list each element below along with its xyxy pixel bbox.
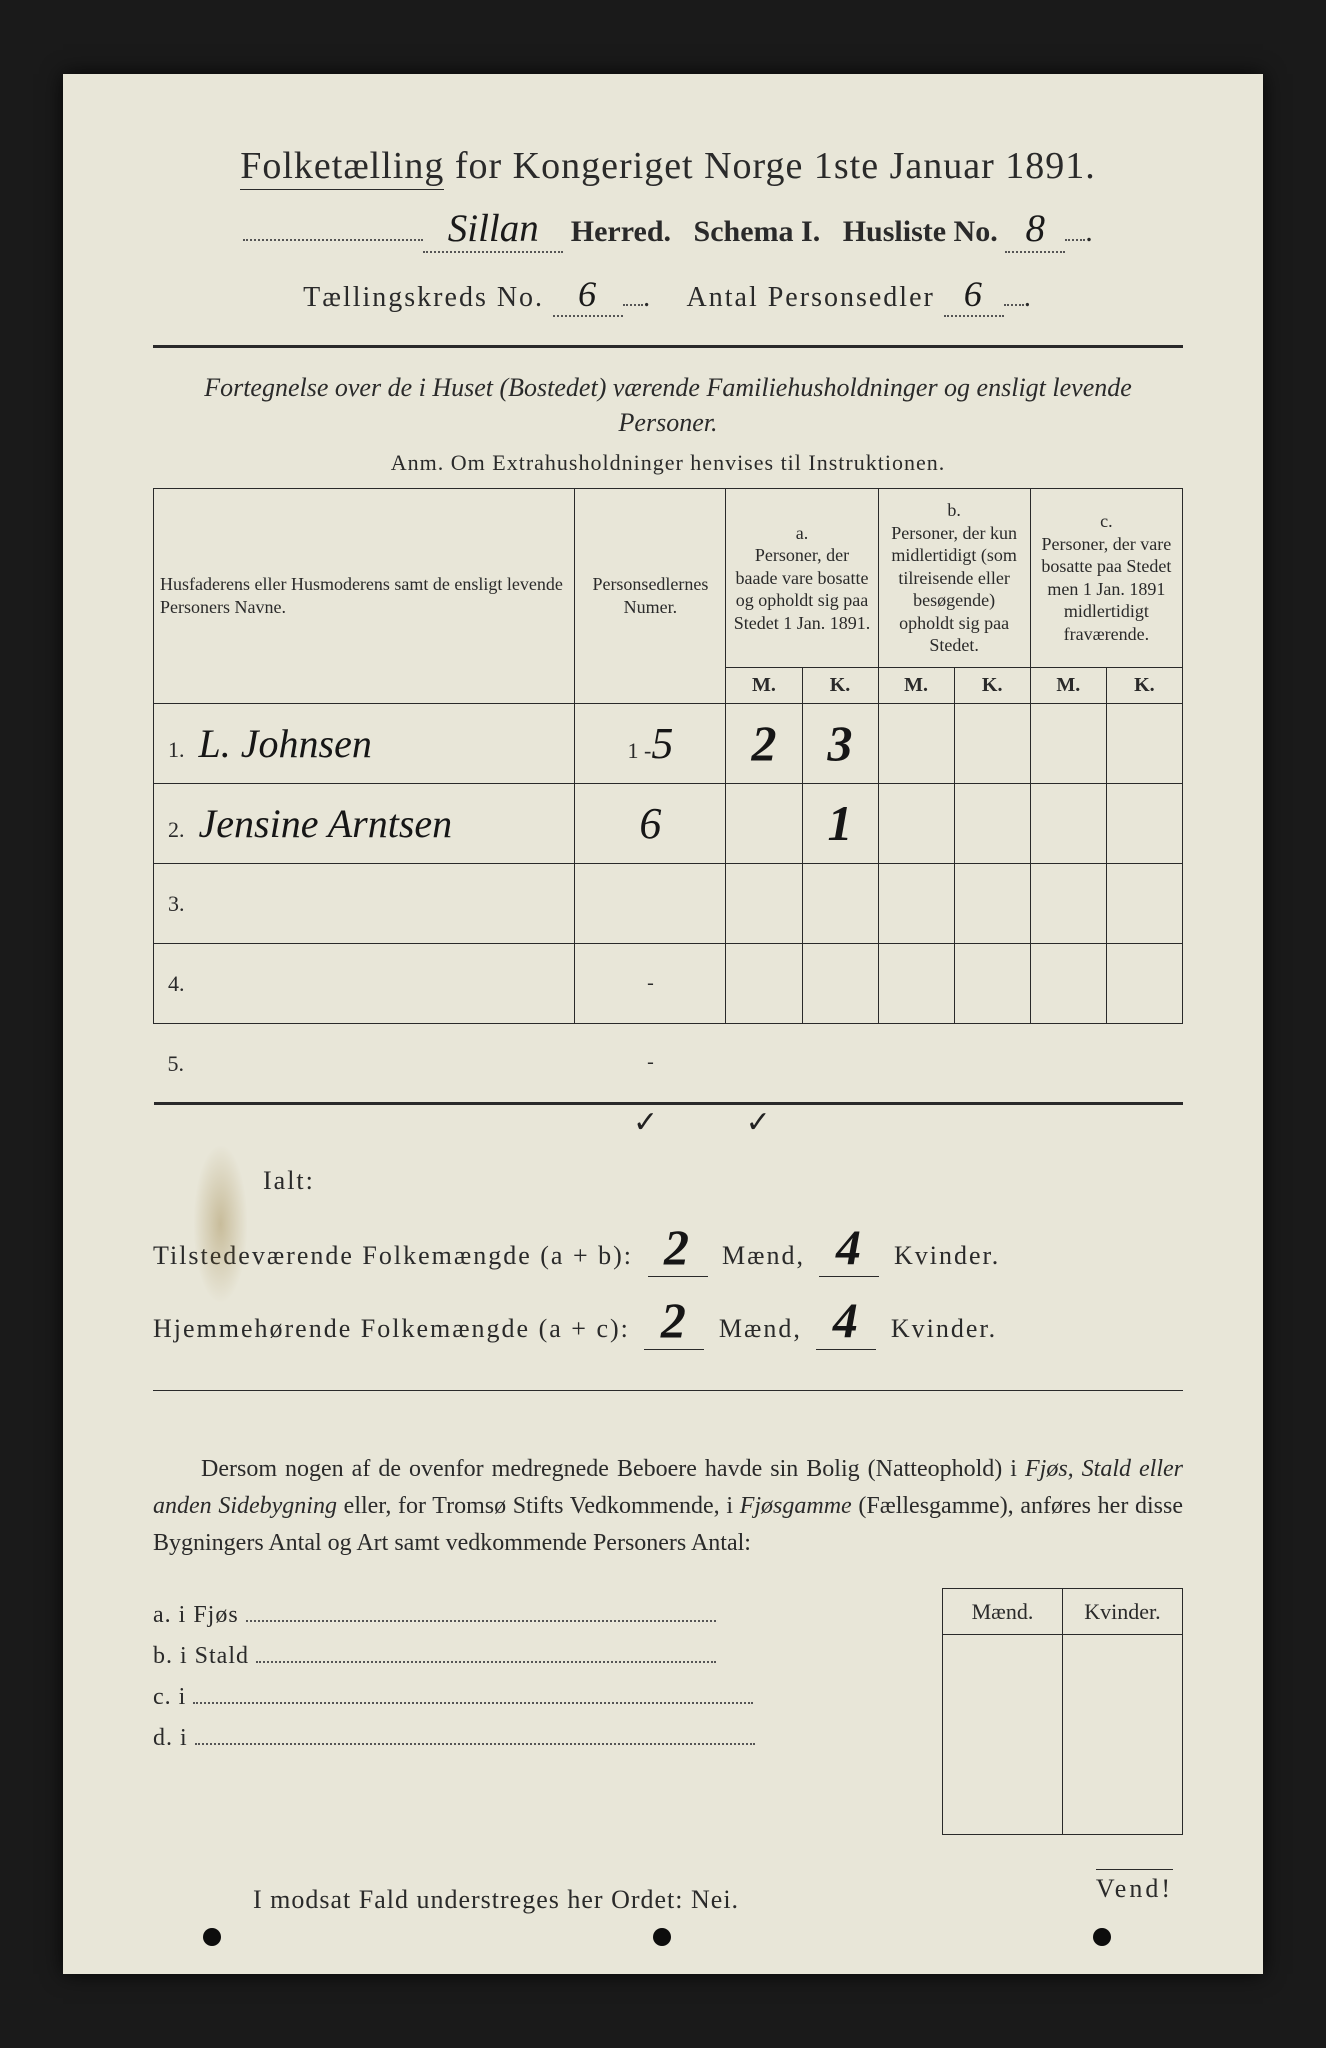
col-names: Husfaderens eller Husmoderens samt de en… (154, 489, 575, 704)
subtitle: Fortegnelse over de i Huset (Bostedet) v… (153, 370, 1183, 440)
title-rest: for Kongeriget Norge 1ste Januar 1891. (444, 145, 1095, 187)
sum-line-1: Tilstedeværende Folkemængde (a + b): 2 M… (153, 1218, 1183, 1277)
col-c: c. Personer, der vare bosatte paa Stedet… (1030, 489, 1182, 668)
paper-stain (193, 1144, 248, 1304)
anm-note: Anm. Om Extrahusholdninger henvises til … (153, 450, 1183, 476)
antal-value: 6 (944, 273, 1004, 317)
header-row-1: Husfaderens eller Husmoderens samt de en… (154, 489, 1183, 668)
mk-table: Mænd. Kvinder. (942, 1588, 1183, 1835)
husliste-value: 8 (1005, 206, 1065, 253)
col-a: a. Personer, der baade vare bosatte og o… (726, 489, 878, 668)
table-row: 2. Jensine Arntsen 6 1 (154, 783, 1183, 863)
col-a-m: M. (726, 667, 802, 703)
col-b: b. Personer, der kun midlertidigt (som t… (878, 489, 1030, 668)
table-row: 4. - (154, 943, 1183, 1023)
col-c-k: K. (1106, 667, 1182, 703)
kreds-label: Tællingskreds No. (303, 282, 544, 313)
col-c-m: M. (1030, 667, 1106, 703)
ialt-label: Ialt: (263, 1166, 1183, 1196)
header-row-herred: Sillan Herred. Schema I. Husliste No. 8. (153, 206, 1183, 253)
herred-value: Sillan (423, 206, 563, 253)
dots-pre (243, 239, 423, 241)
ialt-block: Ialt: Tilstedeværende Folkemængde (a + b… (153, 1166, 1183, 1350)
punch-hole (1093, 1928, 1111, 1946)
sum-line-2: Hjemmehørende Folkemængde (a + c): 2 Mæn… (153, 1291, 1183, 1350)
mk-kvinder: Kvinder. (1063, 1589, 1183, 1635)
kreds-value: 6 (553, 273, 623, 317)
footer-line: I modsat Fald understreges her Ordet: Ne… (153, 1885, 1183, 1915)
rule-1 (153, 345, 1183, 348)
census-form-page: Folketælling for Kongeriget Norge 1ste J… (63, 74, 1263, 1974)
husliste-label: Husliste No. (843, 215, 998, 248)
vend-label: Vend! (1096, 1869, 1173, 1904)
schema-label: Schema I. (694, 215, 821, 248)
title-line: Folketælling for Kongeriget Norge 1ste J… (153, 144, 1183, 188)
punch-hole (653, 1928, 671, 1946)
mk-block: a. i Fjøs b. i Stald c. i d. i Mænd. Kvi… (153, 1588, 1183, 1835)
mk-lines: a. i Fjøs b. i Stald c. i d. i (153, 1588, 942, 1835)
col-a-k: K. (802, 667, 878, 703)
rule-2 (153, 1390, 1183, 1391)
antal-label: Antal Personsedler (687, 282, 935, 313)
paragraph: Dersom nogen af de ovenfor medregnede Be… (153, 1451, 1183, 1563)
header-row-kreds: Tællingskreds No. 6. Antal Personsedler … (153, 273, 1183, 317)
tick-marks: ✓ ✓ (633, 1105, 1183, 1140)
herred-label: Herred. (571, 215, 671, 248)
table-row: 3. (154, 863, 1183, 943)
col-b-k: K. (954, 667, 1030, 703)
table-row: 1. L. Johnsen 1 -5 2 3 (154, 703, 1183, 783)
title-underlined: Folketælling (240, 145, 444, 190)
col-b-m: M. (878, 667, 954, 703)
table-row: 5. - (154, 1023, 1183, 1103)
punch-hole (203, 1928, 221, 1946)
main-table: Husfaderens eller Husmoderens samt de en… (153, 488, 1183, 1105)
mk-maend: Mænd. (943, 1589, 1063, 1635)
col-numer: Personsedlernes Numer. (575, 489, 726, 704)
